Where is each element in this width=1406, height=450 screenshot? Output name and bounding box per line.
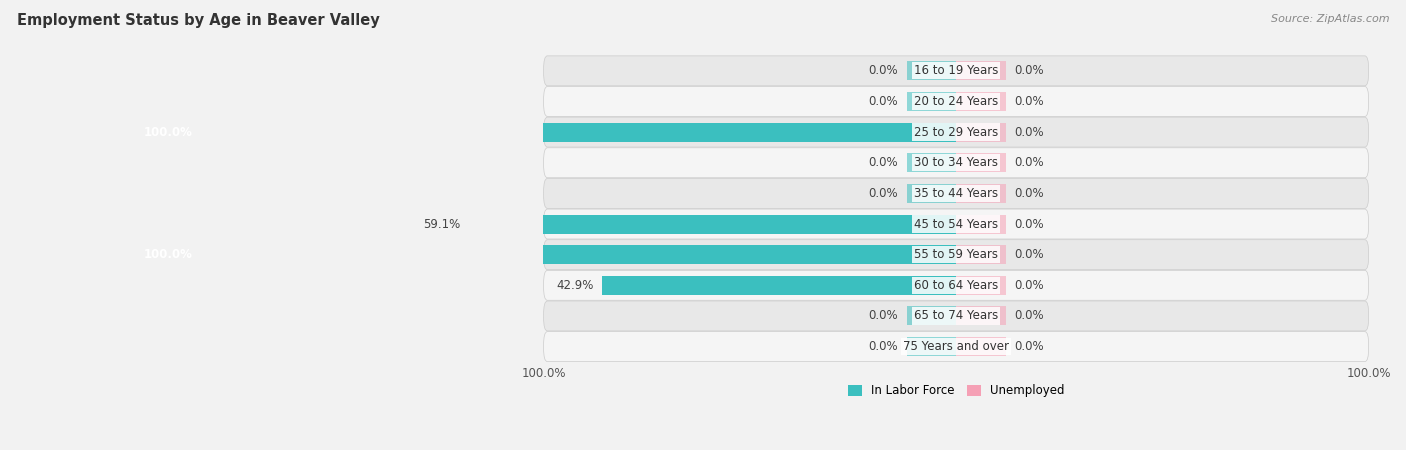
- Bar: [956, 122, 1005, 142]
- Bar: [907, 306, 956, 325]
- Text: 75 Years and over: 75 Years and over: [903, 340, 1010, 353]
- Bar: [131, 122, 956, 142]
- Text: 25 to 29 Years: 25 to 29 Years: [914, 126, 998, 139]
- Bar: [956, 276, 1005, 295]
- Text: 0.0%: 0.0%: [1014, 95, 1043, 108]
- Bar: [956, 215, 1005, 234]
- Text: Source: ZipAtlas.com: Source: ZipAtlas.com: [1271, 14, 1389, 23]
- Bar: [602, 276, 956, 295]
- Text: 100.0%: 100.0%: [143, 126, 193, 139]
- Text: 55 to 59 Years: 55 to 59 Years: [914, 248, 998, 261]
- Text: 65 to 74 Years: 65 to 74 Years: [914, 310, 998, 323]
- Text: 0.0%: 0.0%: [1014, 340, 1043, 353]
- Text: 0.0%: 0.0%: [1014, 279, 1043, 292]
- Text: 16 to 19 Years: 16 to 19 Years: [914, 64, 998, 77]
- Text: 0.0%: 0.0%: [869, 340, 898, 353]
- Text: 0.0%: 0.0%: [869, 156, 898, 169]
- Bar: [907, 153, 956, 172]
- Text: 0.0%: 0.0%: [869, 64, 898, 77]
- Text: 60 to 64 Years: 60 to 64 Years: [914, 279, 998, 292]
- Legend: In Labor Force, Unemployed: In Labor Force, Unemployed: [842, 379, 1070, 402]
- FancyBboxPatch shape: [544, 179, 1368, 208]
- FancyBboxPatch shape: [544, 86, 1368, 117]
- FancyBboxPatch shape: [544, 209, 1368, 239]
- Text: 0.0%: 0.0%: [1014, 64, 1043, 77]
- Text: 0.0%: 0.0%: [1014, 187, 1043, 200]
- FancyBboxPatch shape: [544, 332, 1368, 361]
- Text: 35 to 44 Years: 35 to 44 Years: [914, 187, 998, 200]
- Bar: [907, 337, 956, 356]
- Bar: [956, 184, 1005, 203]
- FancyBboxPatch shape: [544, 148, 1368, 178]
- FancyBboxPatch shape: [544, 117, 1368, 147]
- Bar: [956, 153, 1005, 172]
- FancyBboxPatch shape: [544, 56, 1368, 86]
- Bar: [956, 337, 1005, 356]
- Bar: [907, 184, 956, 203]
- Text: Employment Status by Age in Beaver Valley: Employment Status by Age in Beaver Valle…: [17, 14, 380, 28]
- Text: 59.1%: 59.1%: [423, 217, 460, 230]
- Bar: [907, 92, 956, 111]
- Text: 0.0%: 0.0%: [1014, 126, 1043, 139]
- Text: 0.0%: 0.0%: [869, 187, 898, 200]
- Bar: [956, 61, 1005, 80]
- Text: 30 to 34 Years: 30 to 34 Years: [914, 156, 998, 169]
- Text: 0.0%: 0.0%: [1014, 248, 1043, 261]
- Bar: [907, 61, 956, 80]
- FancyBboxPatch shape: [544, 270, 1368, 300]
- Text: 0.0%: 0.0%: [1014, 156, 1043, 169]
- Bar: [956, 306, 1005, 325]
- Text: 20 to 24 Years: 20 to 24 Years: [914, 95, 998, 108]
- Text: 0.0%: 0.0%: [869, 310, 898, 323]
- Text: 0.0%: 0.0%: [1014, 217, 1043, 230]
- FancyBboxPatch shape: [544, 301, 1368, 331]
- Bar: [956, 92, 1005, 111]
- Bar: [468, 215, 956, 234]
- Bar: [956, 245, 1005, 264]
- Text: 100.0%: 100.0%: [143, 248, 193, 261]
- FancyBboxPatch shape: [544, 240, 1368, 270]
- Text: 42.9%: 42.9%: [557, 279, 593, 292]
- Text: 0.0%: 0.0%: [869, 95, 898, 108]
- Text: 45 to 54 Years: 45 to 54 Years: [914, 217, 998, 230]
- Text: 0.0%: 0.0%: [1014, 310, 1043, 323]
- Bar: [131, 245, 956, 264]
